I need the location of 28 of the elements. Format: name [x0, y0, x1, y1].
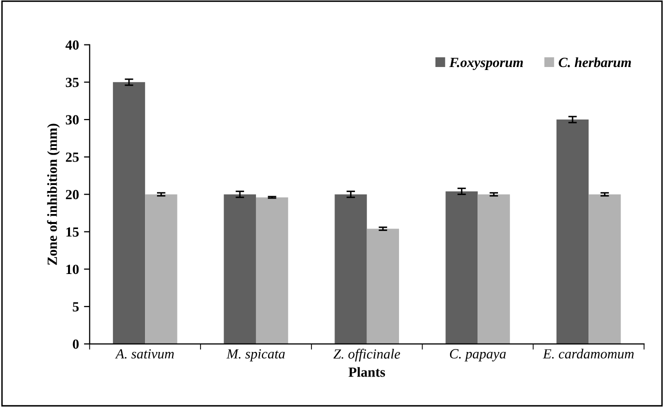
- bar: [588, 194, 621, 344]
- x-tick-label: C. papaya: [450, 349, 506, 362]
- legend-label: F.oxysporum: [449, 58, 523, 70]
- y-tick-label: 30: [66, 115, 79, 125]
- y-tick-label: 15: [66, 227, 79, 237]
- y-tick-label: 0: [72, 340, 79, 349]
- bar: [224, 194, 256, 344]
- bar: [145, 194, 178, 344]
- bar: [334, 194, 367, 344]
- y-tick-label: 40: [66, 40, 79, 50]
- bar: [556, 120, 589, 344]
- x-tick-label: Z. officinale: [333, 348, 400, 362]
- y-tick-label: 25: [66, 152, 79, 162]
- bar: [112, 82, 146, 344]
- y-tick-label: 35: [66, 78, 79, 88]
- y-tick-label: 20: [66, 190, 79, 200]
- x-tick-label: M. spicata: [226, 349, 285, 362]
- x-tick-label: A. sativum: [115, 349, 174, 359]
- bar: [366, 228, 400, 344]
- legend-label: C. herbarum: [558, 57, 631, 68]
- y-axis-title: Zone of inhibition (mm): [47, 124, 60, 265]
- bar: [478, 194, 510, 344]
- y-tick-label: 5: [72, 302, 79, 312]
- y-tick-label: 10: [66, 264, 79, 274]
- x-axis-title: Plants: [348, 367, 386, 377]
- bar: [256, 197, 288, 344]
- bar: [446, 191, 478, 344]
- x-tick-label: E. cardamomum: [542, 348, 634, 359]
